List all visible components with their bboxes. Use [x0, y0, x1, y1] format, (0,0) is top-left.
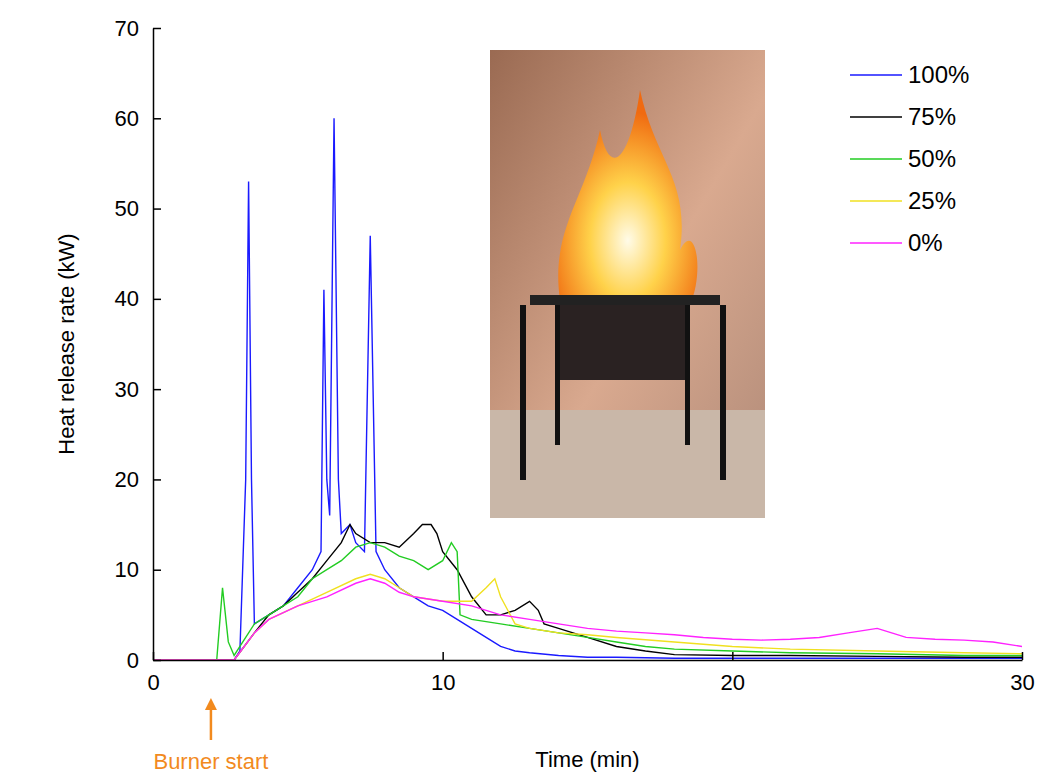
legend-label: 0%: [908, 229, 943, 256]
y-tick: 0: [127, 648, 161, 673]
annotation-arrow-shaft: [210, 706, 213, 740]
legend: 100% 75% 50% 25% 0%: [850, 61, 969, 256]
legend-swatch: [850, 116, 902, 118]
photo-table-leg: [555, 305, 560, 445]
series-line: [153, 525, 1022, 660]
photo-background: [490, 50, 765, 518]
series-line: [153, 579, 1022, 660]
legend-swatch: [850, 74, 902, 76]
chart: 0 10 20 30 0 10 20 30 40 50 60 70 Time (min) Heat rel…: [0, 0, 1045, 781]
annotation-arrow-head: [205, 698, 217, 710]
y-tick-mark: [153, 660, 161, 662]
y-tick-label: 60: [115, 106, 139, 131]
legend-entry: 100%: [850, 61, 969, 88]
photo-tray: [560, 305, 690, 380]
legend-swatch: [850, 242, 902, 244]
y-tick-label: 50: [115, 196, 139, 221]
annotation: Burner start: [153, 698, 268, 774]
y-tick-label: 70: [115, 16, 139, 41]
y-tick: 10: [115, 557, 161, 582]
photo-table-leg: [720, 305, 726, 480]
legend-swatch: [850, 158, 902, 160]
y-axis-title: Heat release rate (kW): [54, 233, 79, 454]
series-line: [153, 574, 1022, 660]
y-tick: 70: [115, 16, 161, 41]
series-line: [153, 543, 1022, 660]
x-tick-mark: [1022, 652, 1024, 660]
x-tick: 10: [431, 652, 455, 695]
x-tick-label: 30: [1010, 670, 1034, 695]
photo-table-leg: [685, 305, 690, 445]
y-tick-mark: [153, 28, 161, 30]
legend-label: 25%: [908, 187, 956, 214]
x-tick-label: 0: [147, 670, 159, 695]
y-tick-mark: [153, 299, 161, 301]
y-tick-label: 0: [127, 648, 139, 673]
y-tick-mark: [153, 479, 161, 481]
photo-table-leg: [520, 305, 526, 480]
series-line: [153, 118, 1022, 660]
legend-entry: 0%: [850, 229, 943, 256]
legend-entry: 75%: [850, 103, 956, 130]
annotation-text: Burner start: [153, 749, 268, 774]
legend-swatch: [850, 200, 902, 202]
x-tick-mark: [732, 652, 734, 660]
x-tick-label: 10: [431, 670, 455, 695]
x-axis: 0 10 20 30: [147, 652, 1034, 695]
y-tick-label: 10: [115, 557, 139, 582]
y-tick-mark: [153, 569, 161, 571]
y-tick-label: 30: [115, 377, 139, 402]
x-tick-mark: [442, 652, 444, 660]
legend-label: 100%: [908, 61, 969, 88]
x-tick: 30: [1010, 652, 1034, 695]
legend-label: 75%: [908, 103, 956, 130]
y-tick: 20: [115, 467, 161, 492]
x-tick: 20: [721, 652, 745, 695]
x-tick-label: 20: [721, 670, 745, 695]
y-tick: 60: [115, 106, 161, 131]
y-tick-mark: [153, 389, 161, 391]
x-axis-line: [154, 660, 1023, 662]
inset-photo: [490, 50, 765, 518]
x-axis-title: Time (min): [535, 747, 639, 772]
plot-area: 0 10 20 30 0 10 20 30 40 50 60 70: [115, 16, 1035, 695]
y-axis-line: [153, 29, 155, 661]
y-tick-label: 20: [115, 467, 139, 492]
y-tick: 40: [115, 286, 161, 311]
y-tick-mark: [153, 118, 161, 120]
series-lines: [153, 118, 1022, 660]
y-tick-mark: [153, 208, 161, 210]
legend-entry: 25%: [850, 187, 956, 214]
y-tick: 50: [115, 196, 161, 221]
y-tick-label: 40: [115, 286, 139, 311]
legend-label: 50%: [908, 145, 956, 172]
photo-table-top: [530, 295, 720, 305]
y-tick: 30: [115, 377, 161, 402]
y-axis: 0 10 20 30 40 50 60 70: [115, 16, 161, 673]
legend-entry: 50%: [850, 145, 956, 172]
photo-flame: [558, 90, 697, 305]
